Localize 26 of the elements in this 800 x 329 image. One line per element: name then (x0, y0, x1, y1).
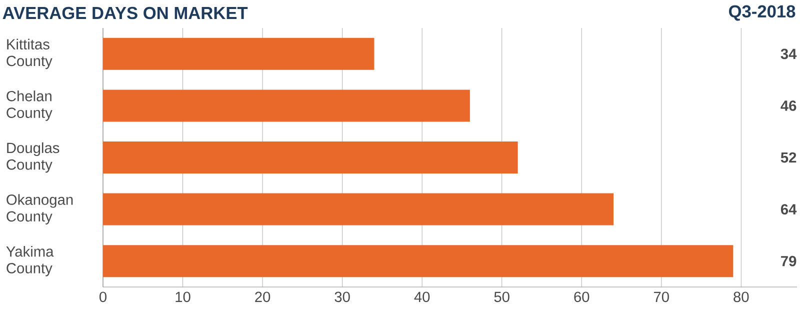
x-tick-label: 0 (99, 292, 106, 302)
data-label: 34 (780, 48, 797, 60)
y-tick-label: Yakima County (6, 246, 54, 276)
x-tick-label: 10 (176, 292, 190, 302)
bar (103, 38, 374, 70)
chart-subtitle: Q3-2018 (728, 5, 796, 21)
x-tick-label: 30 (334, 292, 350, 302)
x-tick-label: 50 (494, 292, 510, 302)
data-label: 46 (780, 100, 796, 111)
y-tick-label: Chelan County (6, 90, 52, 121)
bar (103, 90, 470, 122)
bar (103, 142, 518, 174)
data-label: 52 (780, 152, 796, 163)
chart-title: AVERAGE DAYS ON MARKET (2, 6, 248, 20)
data-label: 64 (780, 204, 797, 214)
y-tick-label: Kittitas County (6, 38, 52, 70)
data-label: 79 (781, 256, 796, 266)
x-tick-label: 60 (574, 292, 590, 302)
x-tick-label: 20 (255, 292, 270, 302)
y-tick-label: Douglas County (6, 142, 60, 173)
x-tick-label: 80 (734, 292, 749, 302)
y-tick-label: Okanogan County (6, 194, 73, 224)
x-tick-label: 70 (654, 292, 669, 302)
x-tick-label: 40 (414, 292, 430, 302)
bar (103, 245, 734, 278)
bar (103, 193, 614, 226)
